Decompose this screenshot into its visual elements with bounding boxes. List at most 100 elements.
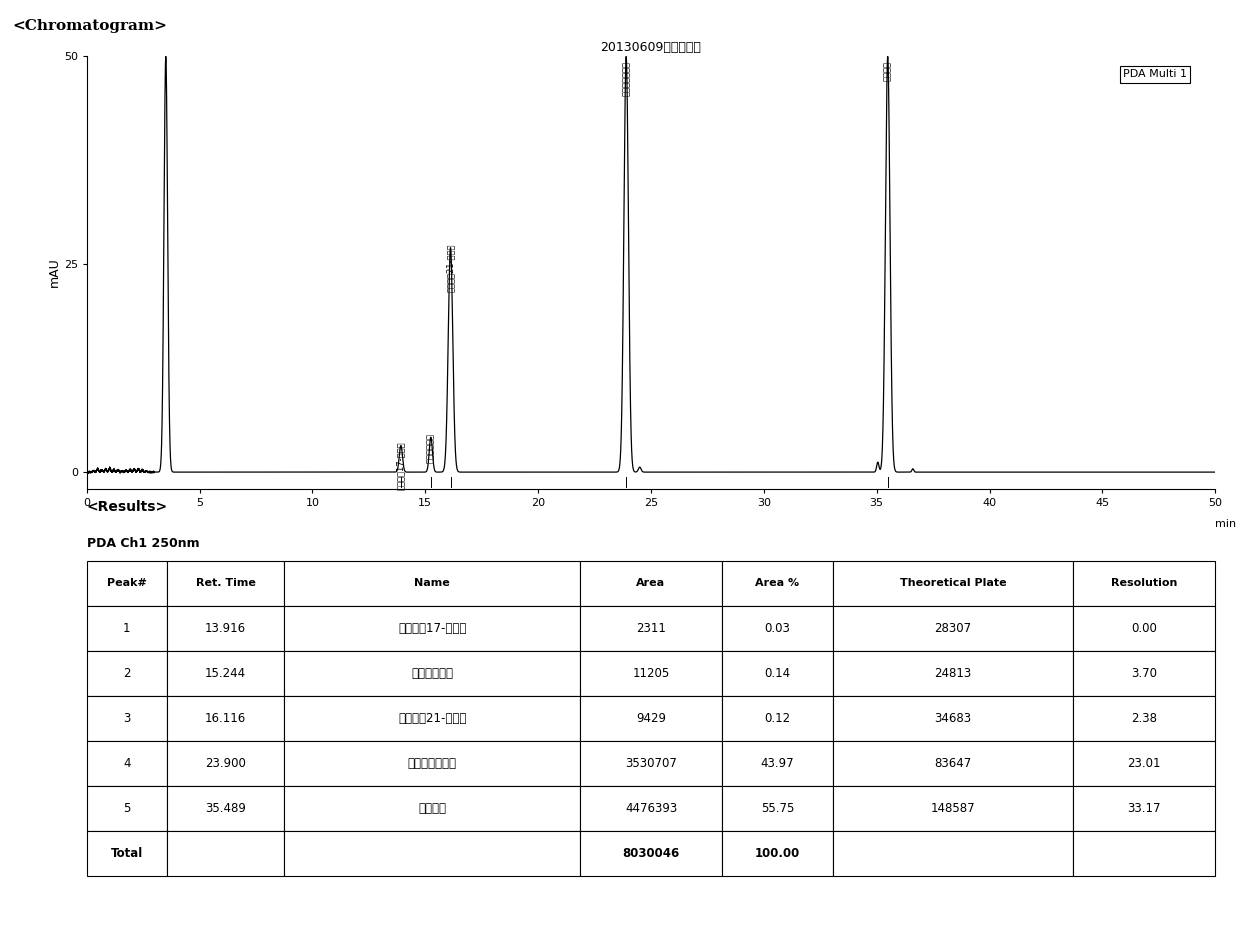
Text: 8030046: 8030046 bbox=[622, 847, 680, 860]
Bar bbox=[167, 695, 284, 741]
Text: 43.97: 43.97 bbox=[760, 757, 794, 770]
Bar bbox=[722, 695, 833, 741]
Text: 11205: 11205 bbox=[632, 667, 670, 679]
Text: 83647: 83647 bbox=[935, 757, 972, 770]
Text: 2311: 2311 bbox=[636, 622, 666, 635]
Text: 他扎罗丁: 他扎罗丁 bbox=[883, 60, 893, 81]
Text: 0.00: 0.00 bbox=[1131, 622, 1157, 635]
Bar bbox=[87, 695, 167, 741]
Text: 他扎罗丁: 他扎罗丁 bbox=[418, 802, 446, 815]
Bar bbox=[722, 741, 833, 786]
Text: 倍他米松21-丙酸酩: 倍他米松21-丙酸酩 bbox=[398, 711, 466, 725]
Bar bbox=[167, 606, 284, 651]
Text: 二丙酸倍他米松: 二丙酸倍他米松 bbox=[408, 757, 456, 770]
Text: 二丙酸倍他米松: 二丙酸倍他米松 bbox=[621, 60, 631, 96]
Text: 15.244: 15.244 bbox=[205, 667, 246, 679]
Text: 23.01: 23.01 bbox=[1127, 757, 1161, 770]
Bar bbox=[87, 741, 167, 786]
Text: 倍他米松17-丙酸酩: 倍他米松17-丙酸酩 bbox=[397, 441, 405, 490]
Text: Total: Total bbox=[110, 847, 143, 860]
Text: 倍他米松17-丙酸酩: 倍他米松17-丙酸酩 bbox=[398, 622, 466, 635]
Text: 5: 5 bbox=[123, 802, 130, 815]
Text: Peak#: Peak# bbox=[107, 579, 146, 588]
Bar bbox=[580, 741, 722, 786]
Text: Name: Name bbox=[414, 579, 450, 588]
Bar bbox=[87, 651, 167, 695]
Text: 100.00: 100.00 bbox=[755, 847, 800, 860]
Text: min: min bbox=[1215, 519, 1236, 529]
Bar bbox=[1074, 786, 1215, 831]
Bar bbox=[722, 651, 833, 695]
Text: 13.916: 13.916 bbox=[205, 622, 246, 635]
Text: 28307: 28307 bbox=[935, 622, 972, 635]
Text: Resolution: Resolution bbox=[1111, 579, 1178, 588]
Bar bbox=[580, 831, 722, 876]
Bar bbox=[284, 651, 580, 695]
Bar bbox=[580, 606, 722, 651]
Bar bbox=[167, 786, 284, 831]
Bar bbox=[167, 561, 284, 606]
Text: 2.38: 2.38 bbox=[1131, 711, 1157, 725]
Text: 3: 3 bbox=[123, 711, 130, 725]
Text: 148587: 148587 bbox=[931, 802, 976, 815]
Text: 3.70: 3.70 bbox=[1131, 667, 1157, 679]
Bar bbox=[833, 651, 1074, 695]
Bar bbox=[833, 831, 1074, 876]
Bar bbox=[284, 561, 580, 606]
Bar bbox=[833, 561, 1074, 606]
Text: 1: 1 bbox=[123, 622, 130, 635]
Bar bbox=[722, 831, 833, 876]
Bar bbox=[87, 561, 167, 606]
Bar bbox=[1074, 695, 1215, 741]
Bar bbox=[284, 606, 580, 651]
Text: 34683: 34683 bbox=[935, 711, 972, 725]
Text: 16.116: 16.116 bbox=[205, 711, 247, 725]
Text: 2: 2 bbox=[123, 667, 130, 679]
Text: Area %: Area % bbox=[755, 579, 800, 588]
Bar bbox=[722, 561, 833, 606]
Bar bbox=[284, 786, 580, 831]
Text: PDA Ch1 250nm: PDA Ch1 250nm bbox=[87, 537, 200, 550]
Bar bbox=[580, 695, 722, 741]
Bar bbox=[87, 606, 167, 651]
Text: 24813: 24813 bbox=[935, 667, 972, 679]
Bar bbox=[1074, 741, 1215, 786]
Bar bbox=[284, 741, 580, 786]
Bar bbox=[833, 786, 1074, 831]
Title: 20130609批有关物质: 20130609批有关物质 bbox=[600, 40, 702, 54]
Bar bbox=[167, 741, 284, 786]
Text: 33.17: 33.17 bbox=[1127, 802, 1161, 815]
Y-axis label: mAU: mAU bbox=[48, 258, 61, 287]
Bar bbox=[284, 831, 580, 876]
Text: 他扎罗丁亚瞁: 他扎罗丁亚瞁 bbox=[427, 433, 435, 463]
Bar bbox=[1074, 831, 1215, 876]
Bar bbox=[167, 831, 284, 876]
Text: 23.900: 23.900 bbox=[205, 757, 246, 770]
Bar bbox=[1074, 561, 1215, 606]
Bar bbox=[1074, 651, 1215, 695]
Text: 35.489: 35.489 bbox=[205, 802, 246, 815]
Text: 0.14: 0.14 bbox=[764, 667, 790, 679]
Bar bbox=[580, 651, 722, 695]
Text: 9429: 9429 bbox=[636, 711, 666, 725]
Text: 倍他米松21-丙酸酩: 倍他米松21-丙酸酩 bbox=[446, 244, 455, 292]
Bar bbox=[167, 651, 284, 695]
Bar bbox=[87, 786, 167, 831]
Text: Ret. Time: Ret. Time bbox=[196, 579, 255, 588]
Text: <Results>: <Results> bbox=[87, 500, 167, 514]
Text: <Chromatogram>: <Chromatogram> bbox=[12, 19, 167, 33]
Text: Area: Area bbox=[636, 579, 666, 588]
Bar bbox=[580, 786, 722, 831]
Text: 0.03: 0.03 bbox=[765, 622, 790, 635]
Bar bbox=[722, 786, 833, 831]
Text: Theoretical Plate: Theoretical Plate bbox=[900, 579, 1007, 588]
Bar bbox=[87, 831, 167, 876]
Text: PDA Multi 1: PDA Multi 1 bbox=[1123, 70, 1187, 79]
Bar bbox=[580, 561, 722, 606]
Bar bbox=[722, 606, 833, 651]
Text: 4: 4 bbox=[123, 757, 130, 770]
Bar bbox=[1074, 606, 1215, 651]
Bar bbox=[833, 741, 1074, 786]
Text: 3530707: 3530707 bbox=[625, 757, 677, 770]
Bar bbox=[284, 695, 580, 741]
